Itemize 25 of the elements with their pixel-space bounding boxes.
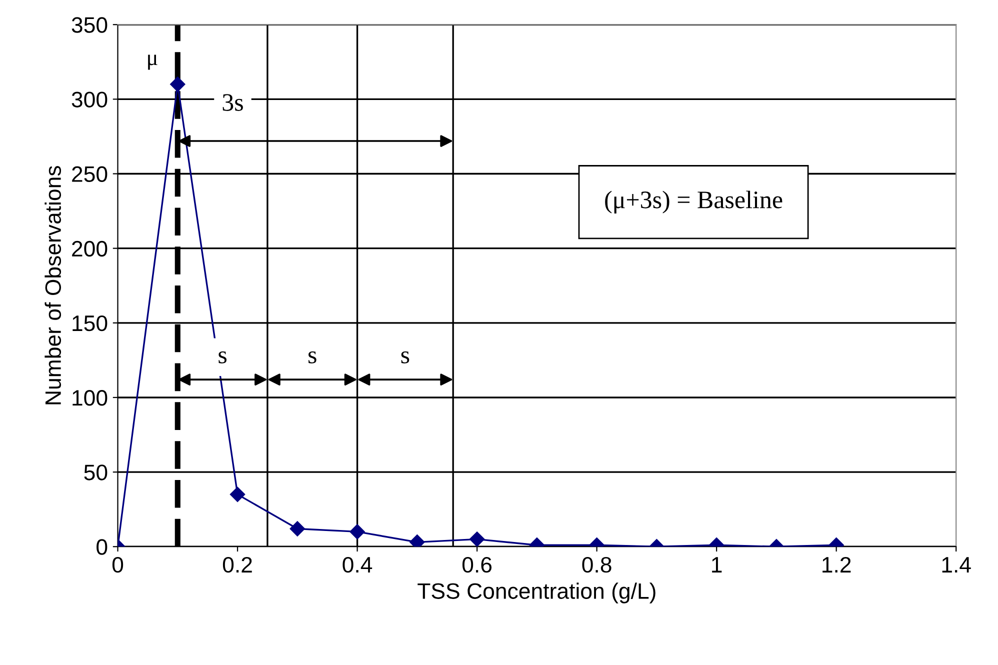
x-tick-label: 0.6 (462, 556, 492, 573)
x-tick-label: 0.2 (222, 556, 252, 573)
x-tick-label: 1.4 (942, 557, 971, 572)
annotation: 3s (222, 94, 243, 111)
y-tick-label: 100 (72, 390, 108, 406)
y-tick-label: 200 (72, 240, 108, 257)
x-tick-label: 0.8 (582, 556, 612, 573)
annotation: s (401, 351, 410, 364)
y-tick-label: 0 (96, 539, 108, 555)
y-tick-label: 150 (72, 315, 108, 332)
y-tick-label: 250 (72, 166, 108, 182)
annotation: s (218, 351, 227, 364)
x-tick-label: 1.2 (822, 556, 851, 572)
x-tick-label: 1 (712, 557, 722, 572)
y-tick-label: 350 (72, 17, 108, 33)
y-tick-label: 300 (72, 92, 108, 108)
annotation: s (308, 351, 316, 364)
y-tick-label: 50 (84, 464, 108, 480)
y-axis-title: Number of Observations (44, 166, 62, 404)
annotation: (μ+3s) = Baseline (605, 190, 782, 214)
ref-line-label: μ (148, 54, 158, 70)
x-tick-label: 0.4 (342, 556, 372, 573)
x-tick-label: 0 (112, 556, 124, 573)
x-axis-title: TSS Concentration (g/L) (418, 582, 656, 604)
point (170, 76, 186, 92)
